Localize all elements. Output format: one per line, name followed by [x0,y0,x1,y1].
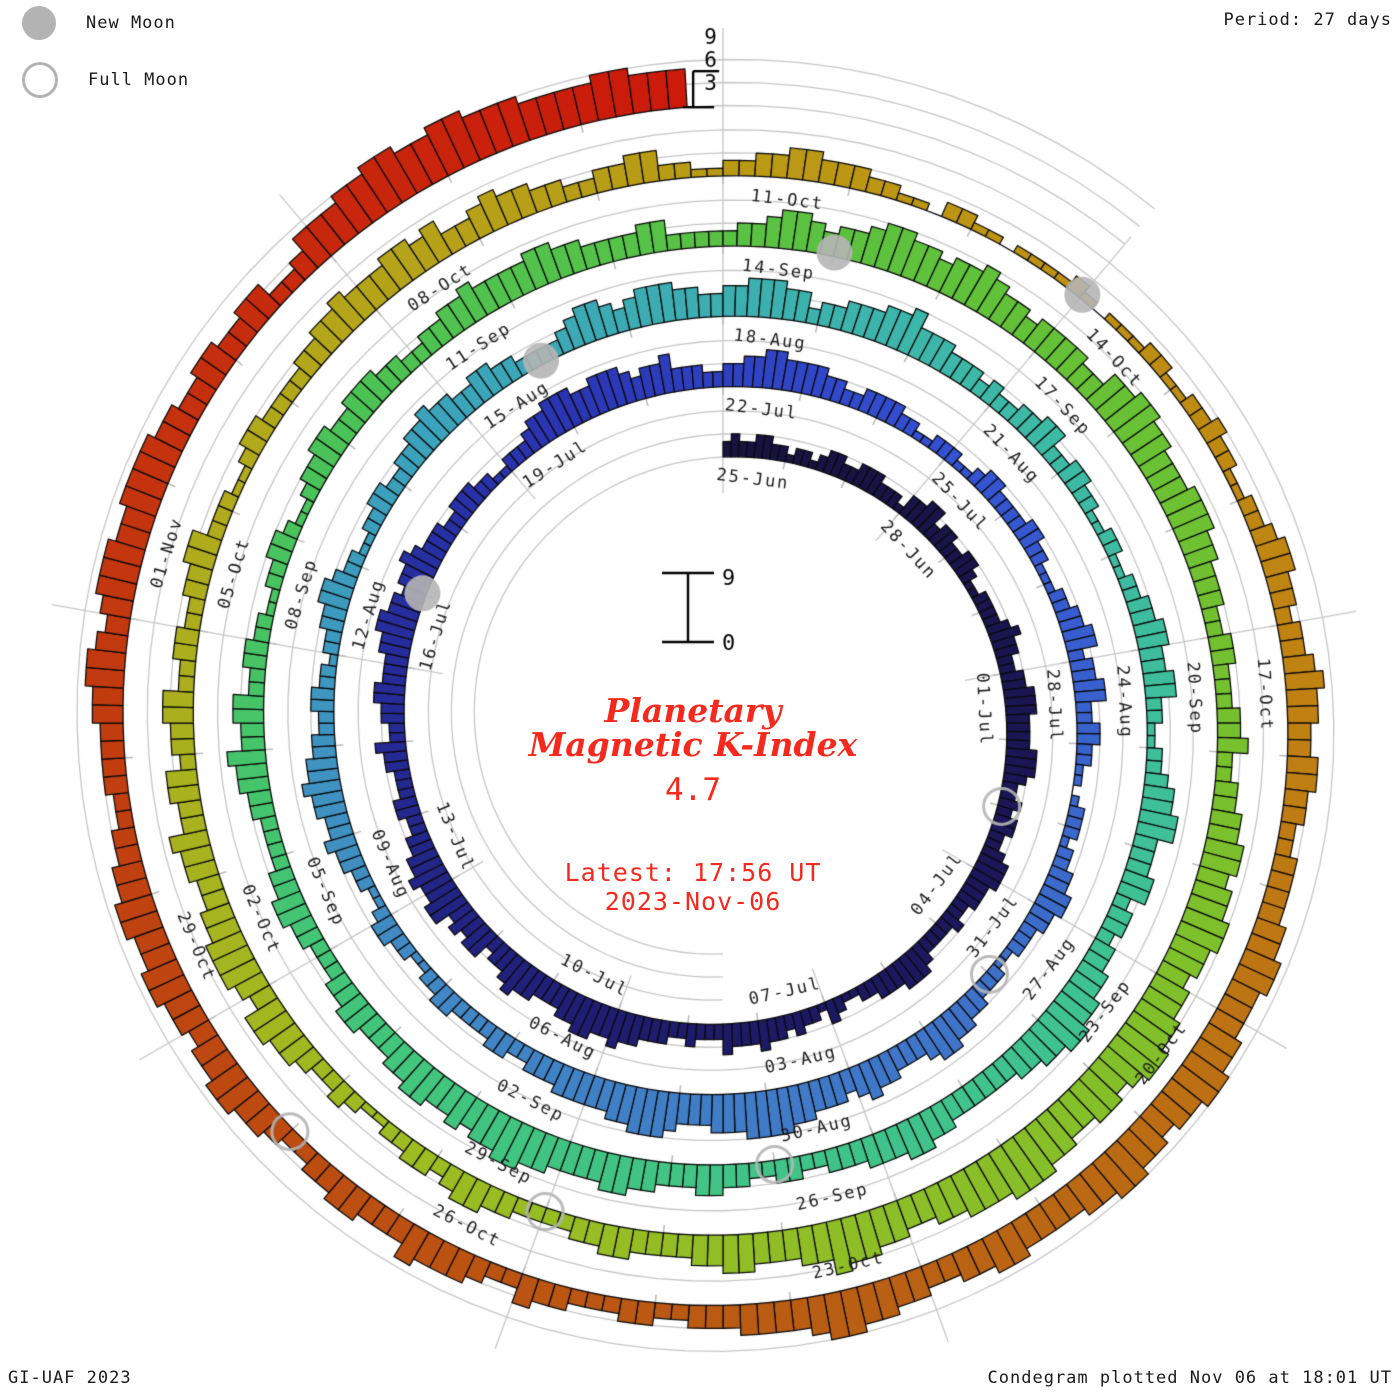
legend-full-moon: Full Moon [22,62,189,98]
chart-title-line1: Planetary [604,691,782,730]
chart-title: Planetary Magnetic K-Index [529,694,858,762]
latest-readout: Latest: 17:56 UT 2023-Nov-06 [565,858,822,916]
credit-label: GI-UAF 2023 [8,1368,132,1388]
period-label: Period: 27 days [1223,10,1392,30]
current-k-value: 4.7 [665,772,721,808]
chart-title-line2: Magnetic K-Index [528,725,858,764]
new-moon-label: New Moon [86,13,176,33]
full-moon-label: Full Moon [88,70,190,90]
latest-date: 2023-Nov-06 [604,887,782,916]
plotted-timestamp: Condegram plotted Nov 06 at 18:01 UT [987,1368,1392,1388]
legend-new-moon: New Moon [22,6,176,40]
new-moon-icon [22,6,56,40]
latest-time: Latest: 17:56 UT [564,858,822,887]
full-moon-icon [22,62,58,98]
